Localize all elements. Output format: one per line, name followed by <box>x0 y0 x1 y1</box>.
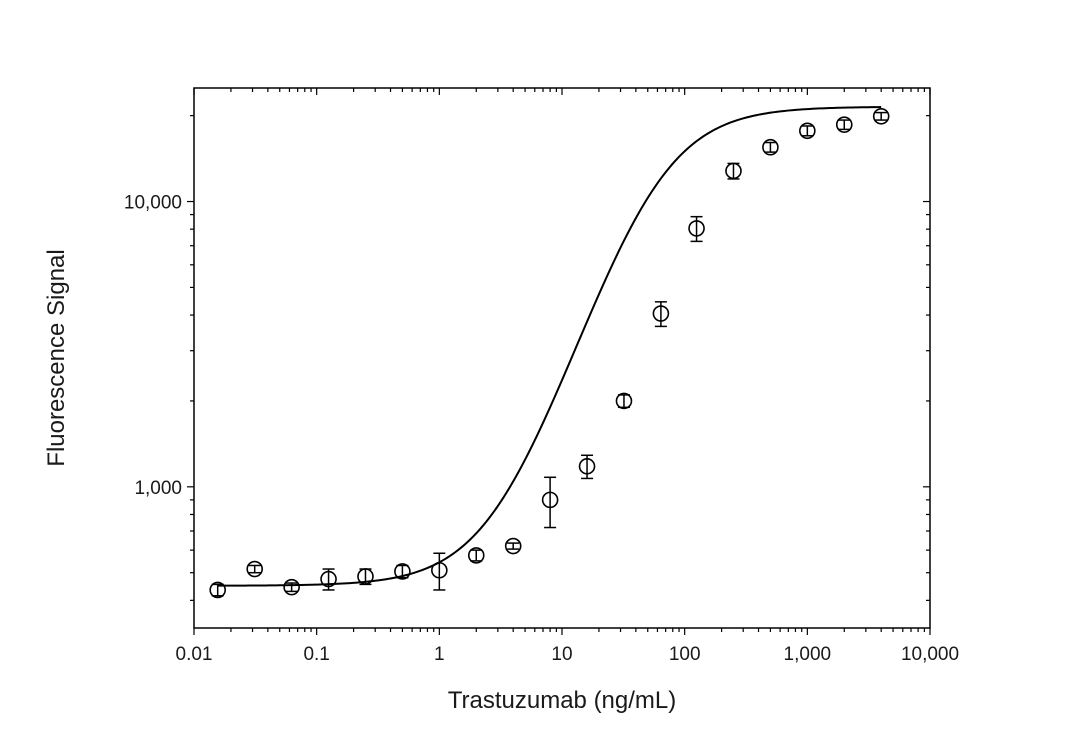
data-point <box>615 392 633 410</box>
error-bar <box>875 111 888 121</box>
data-point <box>357 568 374 585</box>
error-bar <box>285 582 298 593</box>
x-axis-title: Trastuzumab (ng/mL) <box>448 687 677 714</box>
x-tick-label: 100 <box>669 644 701 665</box>
data-point <box>872 107 890 125</box>
data-point <box>283 578 300 596</box>
error-bar <box>470 549 483 562</box>
data-point <box>725 162 742 180</box>
error-bar <box>617 394 630 409</box>
data-point <box>835 116 853 133</box>
data-points <box>209 107 890 599</box>
data-point <box>578 458 596 475</box>
data-point <box>799 122 816 140</box>
data-point <box>320 570 337 588</box>
error-bar <box>801 125 814 137</box>
error-bars <box>211 111 888 597</box>
y-tick-labels: 1,000 10,000 <box>124 193 182 499</box>
plot-frame <box>193 87 931 629</box>
x-tick-label: 10 <box>551 644 572 665</box>
y-axis-title: Fluorescence Signal <box>43 249 70 466</box>
y-tick-label: 10,000 <box>124 193 182 214</box>
minor-ticks <box>190 88 930 632</box>
data-point <box>652 305 670 322</box>
x-tick-labels: 0.01 0.1 1 10 100 1,000 10,000 <box>176 644 960 665</box>
error-bar <box>433 552 446 591</box>
x-tick-label: 0.01 <box>176 644 213 665</box>
error-bar <box>838 119 851 131</box>
data-point <box>394 563 411 580</box>
y-tick-label: 1,000 <box>134 478 182 499</box>
error-bar <box>248 564 261 574</box>
data-point <box>246 560 264 578</box>
x-tick-label: 1,000 <box>784 644 832 665</box>
data-point <box>431 561 448 579</box>
data-point <box>467 547 485 564</box>
major-ticks <box>187 88 931 635</box>
x-tick-label: 1 <box>434 644 445 665</box>
error-bar <box>764 141 777 153</box>
data-point <box>541 491 559 509</box>
data-point <box>762 138 779 156</box>
data-point <box>504 537 522 555</box>
error-bar <box>507 542 520 550</box>
x-tick-label: 0.1 <box>303 644 329 665</box>
data-point <box>209 581 226 599</box>
x-tick-label: 10,000 <box>901 644 959 665</box>
data-point <box>688 220 705 237</box>
error-bar <box>544 476 557 529</box>
